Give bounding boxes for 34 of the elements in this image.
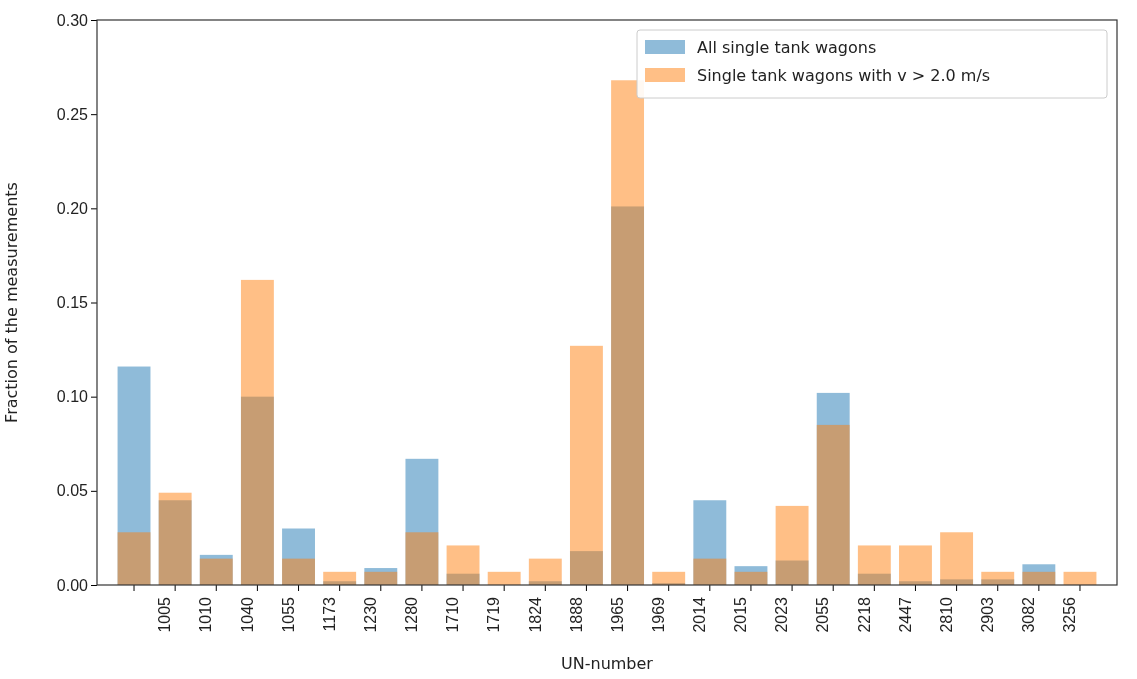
x-tick-label: 2023: [773, 596, 791, 633]
x-tick-label: 1888: [567, 596, 585, 633]
legend-label: Single tank wagons with v > 2.0 m/s: [697, 66, 991, 85]
y-tick-label: 0.10: [56, 388, 89, 406]
x-tick-label: 2810: [937, 596, 955, 633]
x-tick-label: 1040: [238, 596, 256, 633]
x-tick-label: 3256: [1061, 596, 1079, 633]
x-tick-label: 1173: [320, 596, 338, 632]
x-tick-label: 3082: [1020, 596, 1038, 633]
x-tick-label: 1965: [608, 596, 626, 633]
x-tick-label: 2903: [978, 596, 996, 633]
x-tick-label: 1230: [361, 596, 379, 633]
x-axis-title: UN-number: [561, 654, 654, 673]
x-tick-label: 2218: [855, 596, 873, 633]
x-tick-label: 1824: [526, 596, 544, 633]
x-tick-label: 1280: [403, 596, 421, 633]
x-tick-label: 2447: [896, 596, 914, 633]
x-tick-label: 1969: [649, 596, 667, 633]
y-tick-label: 0.30: [56, 11, 89, 29]
y-axis-title: Fraction of the measurements: [2, 182, 21, 423]
y-tick-label: 0.00: [56, 576, 89, 594]
y-tick-label: 0.05: [56, 482, 89, 500]
x-tick-label: 2015: [732, 596, 750, 633]
y-tick-label: 0.25: [56, 105, 89, 123]
x-tick-label: 1005: [156, 596, 174, 633]
x-tick-label: 2014: [691, 596, 709, 633]
x-tick-label: 1010: [197, 596, 215, 633]
y-tick-label: 0.15: [56, 294, 89, 312]
x-tick-label: 1710: [444, 596, 462, 633]
y-tick-label: 0.20: [56, 199, 89, 217]
legend-label: All single tank wagons: [697, 38, 877, 57]
x-tick-label: 1719: [485, 596, 503, 633]
x-tick-label: 2055: [814, 596, 832, 633]
x-tick-label: 1055: [279, 596, 297, 633]
